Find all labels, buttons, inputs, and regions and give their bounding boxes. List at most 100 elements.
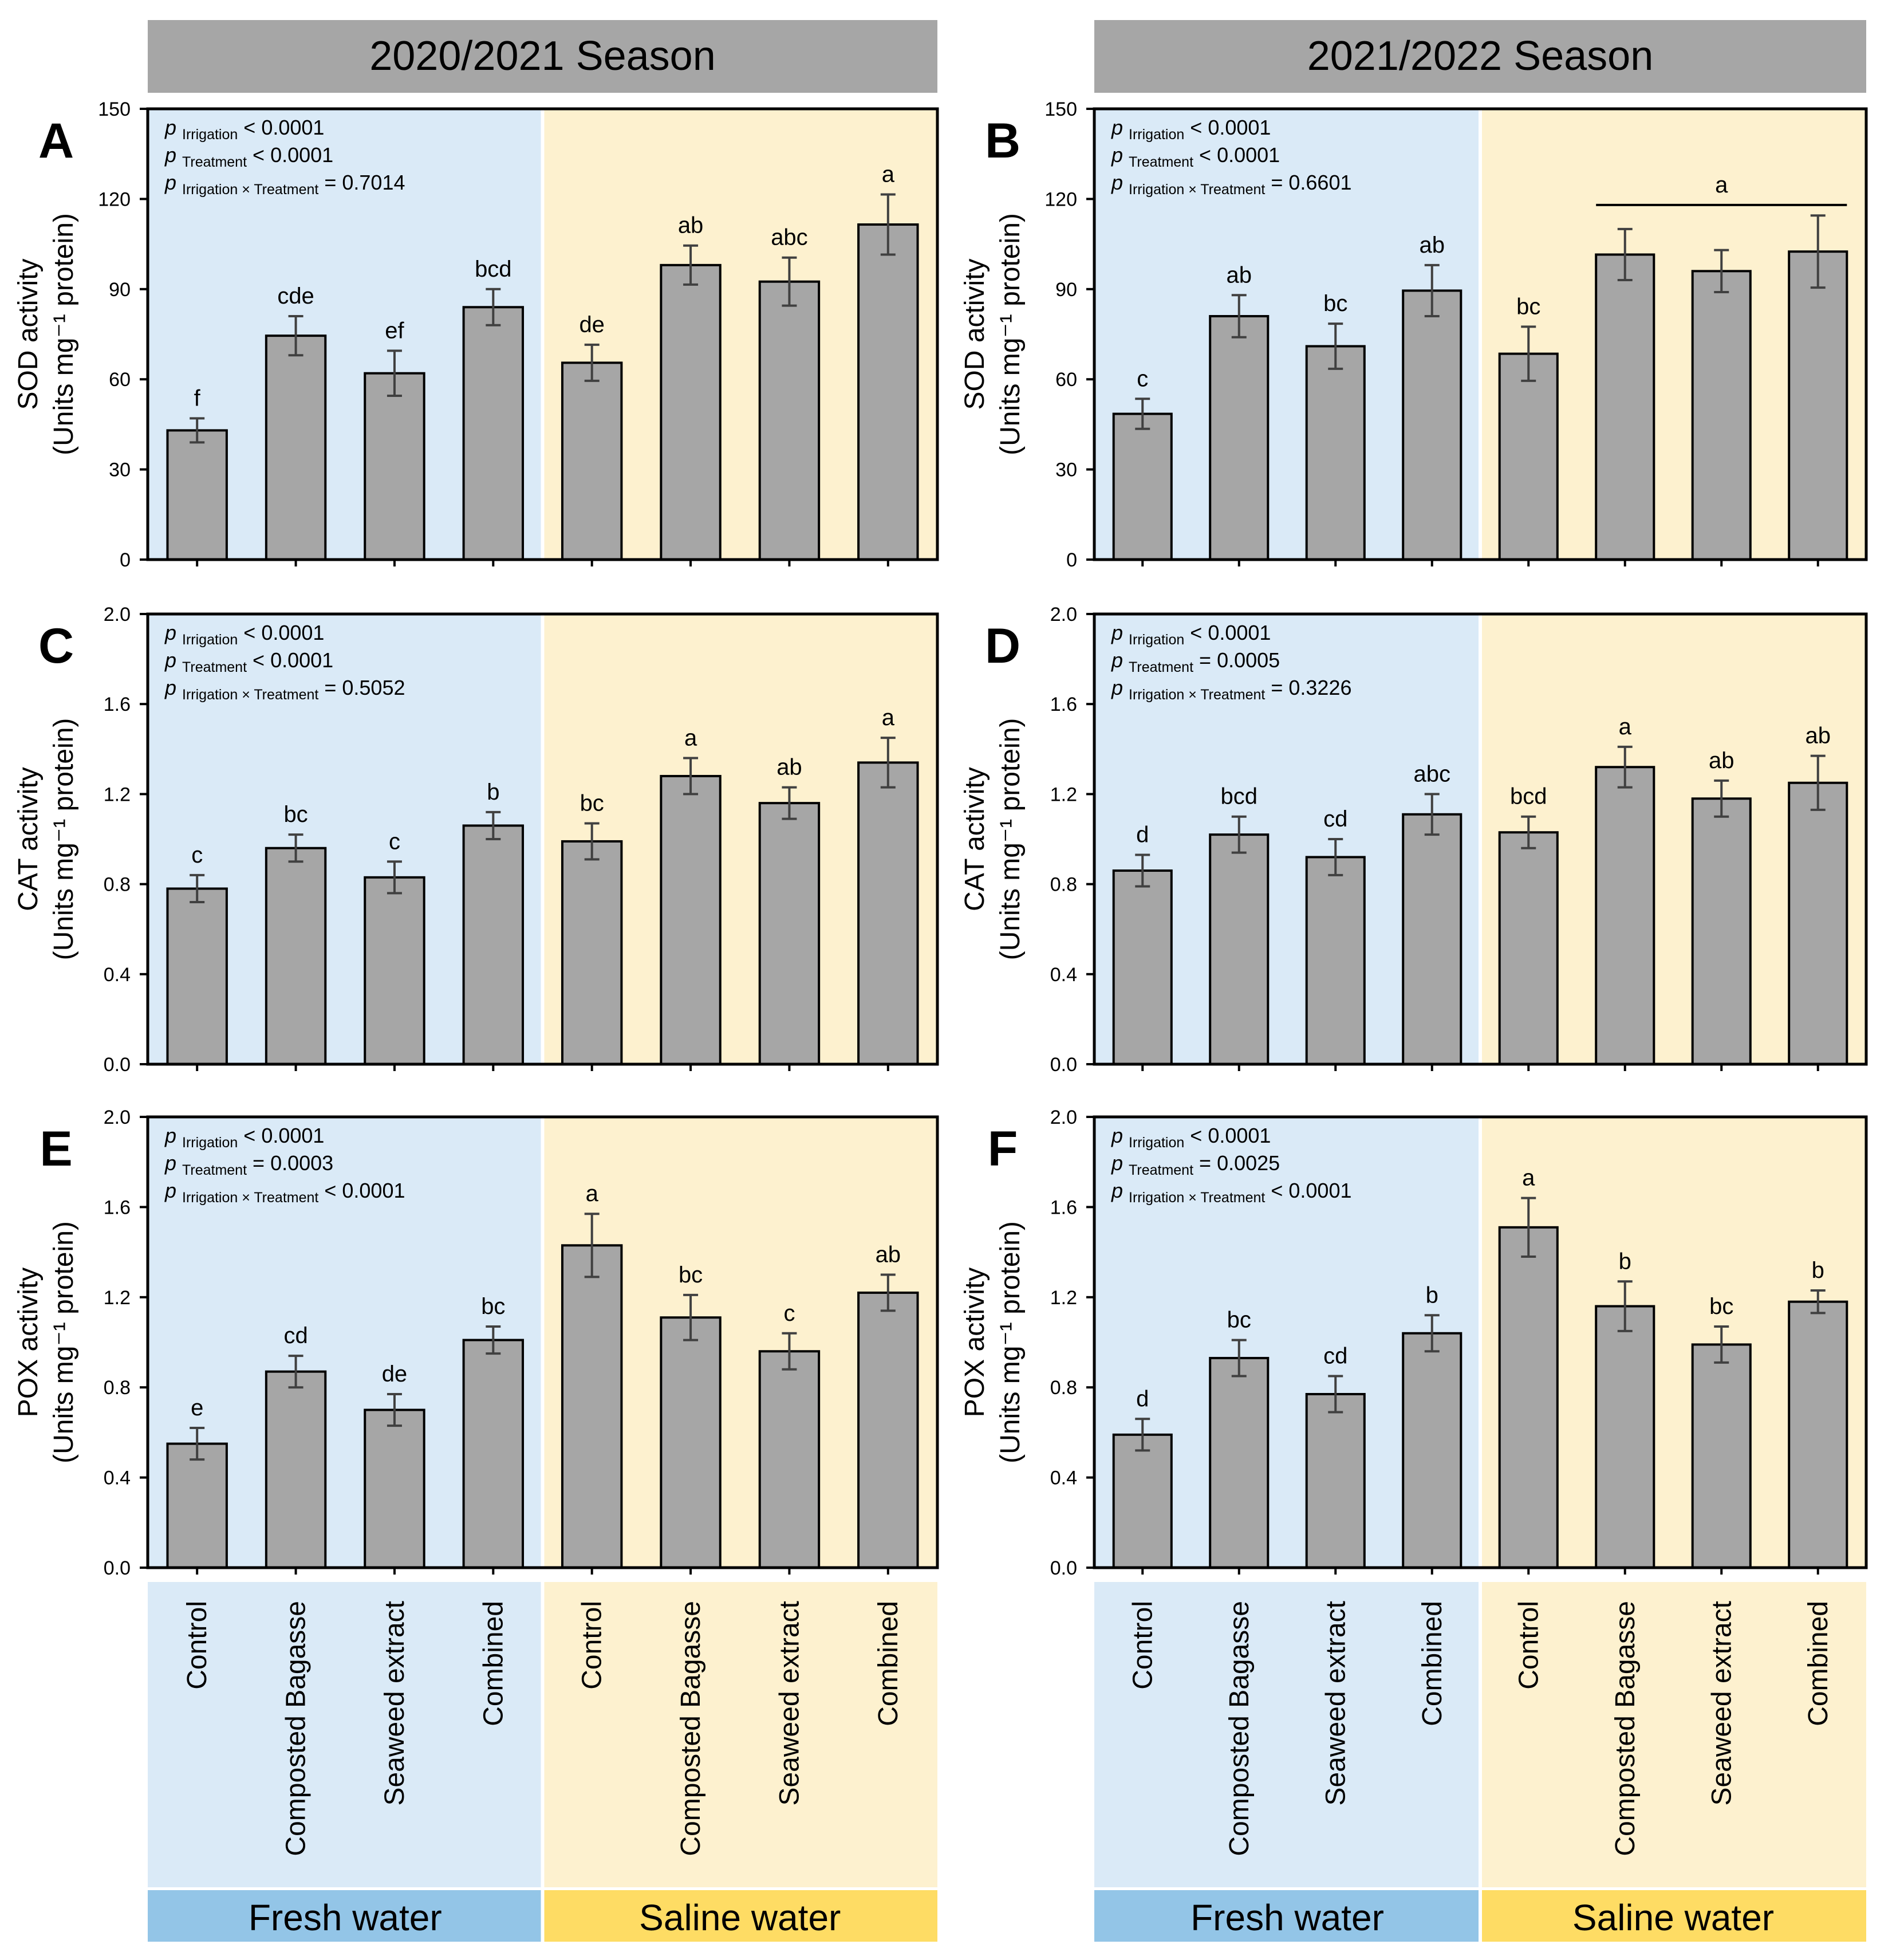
y-axis-units: (Units mg⁻¹ protein) bbox=[995, 718, 1026, 961]
bar-4 bbox=[462, 306, 525, 561]
category-label: Control bbox=[577, 1601, 608, 1690]
significance-letter-7: abc bbox=[771, 225, 808, 250]
bar-1 bbox=[1112, 412, 1173, 561]
significance-letter-8: b bbox=[1812, 1258, 1824, 1283]
bar-5 bbox=[1498, 1226, 1559, 1569]
bar-3 bbox=[1305, 345, 1366, 561]
significance-letter-3: cd bbox=[1323, 1344, 1347, 1369]
bar-6 bbox=[1595, 1305, 1655, 1569]
fresh-water-category-bg bbox=[148, 1582, 543, 1887]
significance-letter-4: b bbox=[1426, 1282, 1438, 1308]
error-bar-1 bbox=[1135, 1418, 1150, 1452]
fresh-water-band bbox=[1094, 1890, 1479, 1942]
y-axis-label: POX activity bbox=[960, 1268, 990, 1417]
significance-letter-1: d bbox=[1136, 822, 1149, 848]
error-bar-8 bbox=[880, 1273, 896, 1312]
y-tick-label: 0.8 bbox=[104, 1377, 131, 1399]
significance-letter-1: d bbox=[1136, 1386, 1149, 1411]
significance-letter-5: bcd bbox=[1510, 784, 1547, 809]
error-bar-8 bbox=[880, 737, 896, 789]
significance-letter-3: c bbox=[389, 829, 400, 854]
y-tick-label: 1.2 bbox=[104, 1287, 131, 1309]
error-bar-5 bbox=[584, 822, 600, 861]
y-tick-label: 1.6 bbox=[104, 1197, 131, 1218]
y-tick-label: 0.8 bbox=[1050, 1377, 1077, 1399]
y-tick-label: 1.6 bbox=[104, 694, 131, 715]
significance-letter-4: bc bbox=[481, 1294, 505, 1319]
group-significance-letter: a bbox=[1715, 172, 1728, 198]
y-tick-label: 0.8 bbox=[104, 874, 131, 896]
y-tick-label: 0.0 bbox=[104, 1054, 131, 1076]
significance-letter-7: ab bbox=[1709, 748, 1735, 773]
error-bar-7 bbox=[782, 1332, 797, 1371]
category-label: Seaweed extract bbox=[774, 1601, 805, 1806]
significance-letter-1: f bbox=[194, 385, 201, 411]
error-bar-4 bbox=[1424, 793, 1440, 836]
error-bar-3 bbox=[1328, 838, 1343, 876]
bar-7 bbox=[758, 1350, 821, 1569]
significance-letter-2: cde bbox=[277, 284, 314, 309]
error-bar-5 bbox=[1521, 1197, 1536, 1258]
significance-letter-7: c bbox=[783, 1301, 795, 1326]
error-bar-1 bbox=[190, 873, 205, 904]
p-value-annotation: p Irrigation < 0.0001 bbox=[164, 1124, 324, 1151]
y-tick-label: 0.4 bbox=[104, 964, 131, 986]
y-tick-label: 0.4 bbox=[1050, 964, 1077, 986]
category-label: Composted Bagasse bbox=[676, 1601, 706, 1856]
panel-letter: A bbox=[38, 113, 74, 168]
category-label: Seaweed extract bbox=[380, 1601, 410, 1806]
season-headers: 2020/2021 Season 2021/2022 Season bbox=[148, 20, 1866, 93]
saline-water-label: Saline water bbox=[639, 1897, 841, 1938]
p-value-annotation: p Treatment < 0.0001 bbox=[164, 143, 333, 170]
category-label: Combined bbox=[478, 1601, 508, 1726]
error-bar-4 bbox=[486, 1325, 501, 1355]
bar-4 bbox=[1402, 1332, 1463, 1569]
error-bar-6 bbox=[1617, 1280, 1633, 1332]
y-tick-label: 0.0 bbox=[104, 1557, 131, 1579]
panel-a: f cde ef bcd de ab abc a 0 30 60 90 120 150 SOD activi… bbox=[13, 99, 939, 571]
error-bar-3 bbox=[1328, 1375, 1343, 1414]
bar-6 bbox=[660, 774, 722, 1065]
error-bar-6 bbox=[1617, 227, 1633, 282]
y-tick-label: 60 bbox=[1055, 369, 1077, 391]
p-value-annotation: p Irrigation × Treatment = 0.6601 bbox=[1111, 171, 1351, 198]
significance-letter-4: ab bbox=[1420, 233, 1445, 258]
significance-letter-3: ef bbox=[385, 318, 404, 343]
y-tick-label: 90 bbox=[1055, 279, 1077, 301]
significance-letter-5: de bbox=[579, 312, 605, 337]
error-bar-7 bbox=[782, 786, 797, 820]
y-axis-units: (Units mg⁻¹ protein) bbox=[995, 213, 1026, 455]
season-header-title: 2021/2022 Season bbox=[1307, 33, 1654, 79]
y-tick-label: 1.2 bbox=[1050, 784, 1077, 805]
bar-6 bbox=[1595, 253, 1655, 561]
y-tick-label: 0.0 bbox=[1050, 1557, 1077, 1579]
y-tick-label: 2.0 bbox=[1050, 1107, 1077, 1128]
bar-5 bbox=[1498, 831, 1559, 1065]
error-bar-7 bbox=[782, 256, 797, 307]
bar-1 bbox=[1112, 1433, 1173, 1569]
bar-1 bbox=[166, 887, 228, 1065]
bar-2 bbox=[1209, 833, 1270, 1065]
bar-7 bbox=[1691, 270, 1752, 561]
significance-letter-4: bcd bbox=[475, 257, 512, 282]
saline-water-category-bg bbox=[542, 1582, 937, 1887]
p-value-annotation: p Irrigation × Treatment = 0.3226 bbox=[1111, 676, 1351, 703]
significance-letter-6: a bbox=[1619, 714, 1632, 739]
p-value-annotation: p Treatment = 0.0003 bbox=[164, 1151, 333, 1178]
y-tick-label: 120 bbox=[98, 188, 131, 210]
y-tick-label: 150 bbox=[98, 99, 131, 120]
bar-5 bbox=[561, 1244, 623, 1569]
error-bar-1 bbox=[190, 1427, 205, 1461]
category-label: Combined bbox=[873, 1601, 904, 1726]
error-bar-1 bbox=[190, 417, 205, 444]
fresh-water-band bbox=[148, 1890, 541, 1942]
bar-7 bbox=[758, 802, 821, 1065]
fresh-water-category-bg bbox=[1094, 1582, 1480, 1887]
error-bar-6 bbox=[683, 1293, 699, 1341]
significance-letter-5: a bbox=[1522, 1166, 1535, 1191]
bar-2 bbox=[1209, 1357, 1270, 1569]
bar-1 bbox=[166, 429, 228, 561]
significance-letter-8: ab bbox=[876, 1242, 901, 1267]
error-bar-8 bbox=[880, 193, 896, 256]
